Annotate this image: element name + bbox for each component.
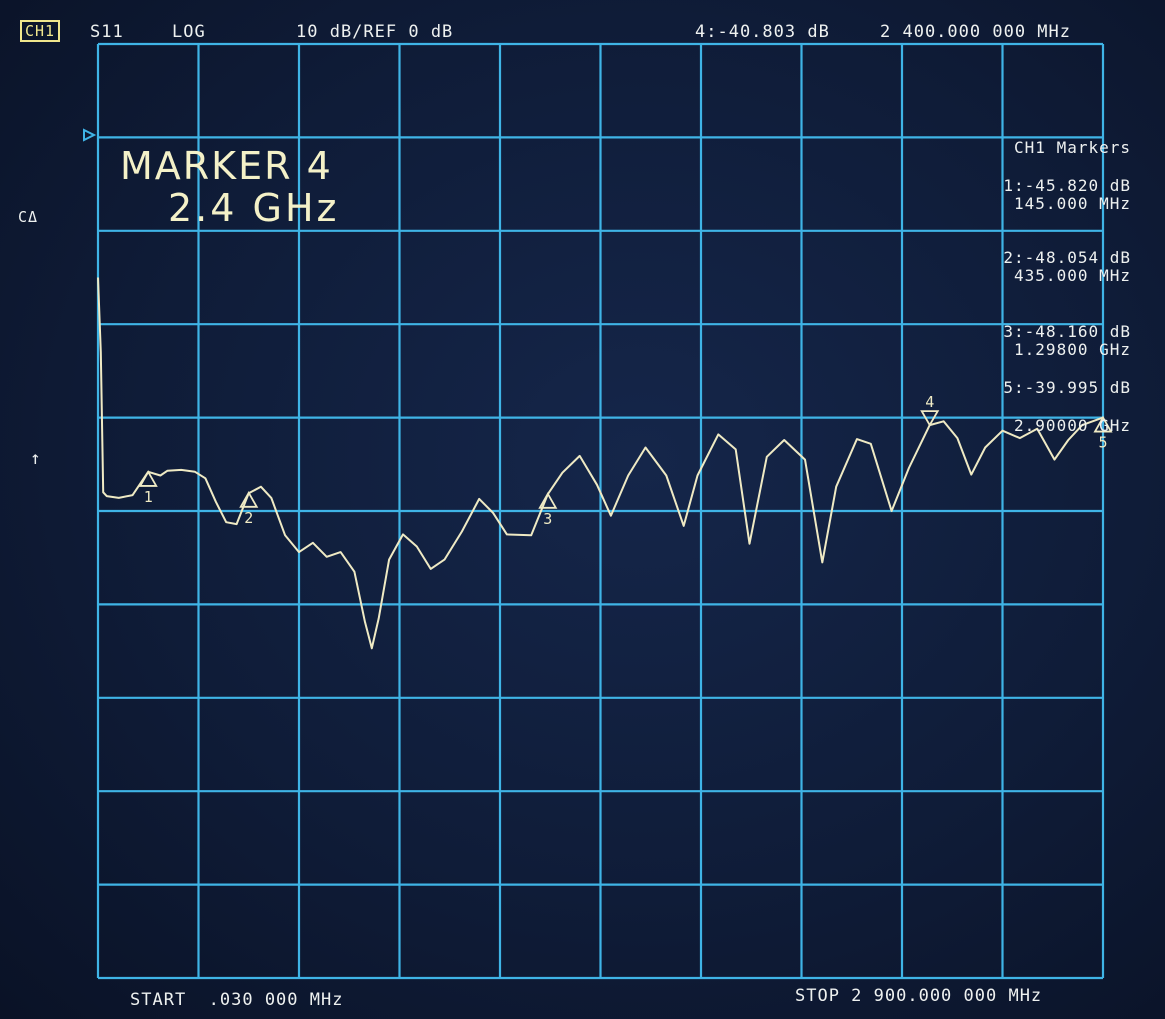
stop-frequency: STOP 2 900.000 000 MHz <box>795 986 1043 1006</box>
marker-list-frequency: 2.90000 GHz <box>1014 416 1131 435</box>
marker-triangle-icon[interactable] <box>239 491 259 508</box>
marker-number-label: 4 <box>925 393 934 411</box>
marker-number-label: 2 <box>244 509 253 527</box>
marker-number-label: 5 <box>1098 434 1107 452</box>
graticule <box>96 42 1105 980</box>
reference-pointer-icon <box>83 128 97 142</box>
channel-indicator[interactable]: CH1 <box>20 20 61 42</box>
marker-list-value: 2:-48.054 dB <box>1003 248 1131 267</box>
marker-triangle-icon[interactable] <box>538 491 558 509</box>
start-frequency: START .030 000 MHz <box>130 990 344 1010</box>
marker-triangle-icon[interactable] <box>920 410 940 427</box>
marker-number-label: 3 <box>543 510 552 528</box>
format-label: LOG <box>172 22 206 42</box>
marker-list-value: 3:-48.160 dB <box>1003 322 1131 341</box>
marker-list-frequency: 145.000 MHz <box>1014 194 1131 213</box>
marker-list-value: 1:-45.820 dB <box>1003 176 1131 195</box>
marker-number-label: 1 <box>144 488 153 506</box>
marker-triangle-icon[interactable] <box>138 470 158 487</box>
marker-list-value: 5:-39.995 dB <box>1003 378 1131 397</box>
marker-annotation-frequency: 2.4 GHz <box>168 186 340 230</box>
active-marker-frequency: 2 400.000 000 MHz <box>880 22 1071 42</box>
s11-trace <box>97 277 1104 650</box>
marker-annotation-title: MARKER 4 <box>120 144 333 188</box>
marker-list-frequency: 435.000 MHz <box>1014 266 1131 285</box>
active-marker-value: 4:-40.803 dB <box>695 22 830 42</box>
s-parameter-label: S11 <box>90 22 124 42</box>
trace-markers: 1 2 3 4 5 <box>138 393 1113 528</box>
calibration-indicator: CΔ <box>18 208 39 226</box>
scale-reference-label: 10 dB/REF 0 dB <box>296 22 454 42</box>
marker-triangle-icon[interactable] <box>1093 415 1113 433</box>
marker-list-frequency: 1.29800 GHz <box>1014 340 1131 359</box>
marker-list-title: CH1 Markers <box>1014 138 1131 157</box>
up-arrow-icon: ↑ <box>30 448 42 469</box>
